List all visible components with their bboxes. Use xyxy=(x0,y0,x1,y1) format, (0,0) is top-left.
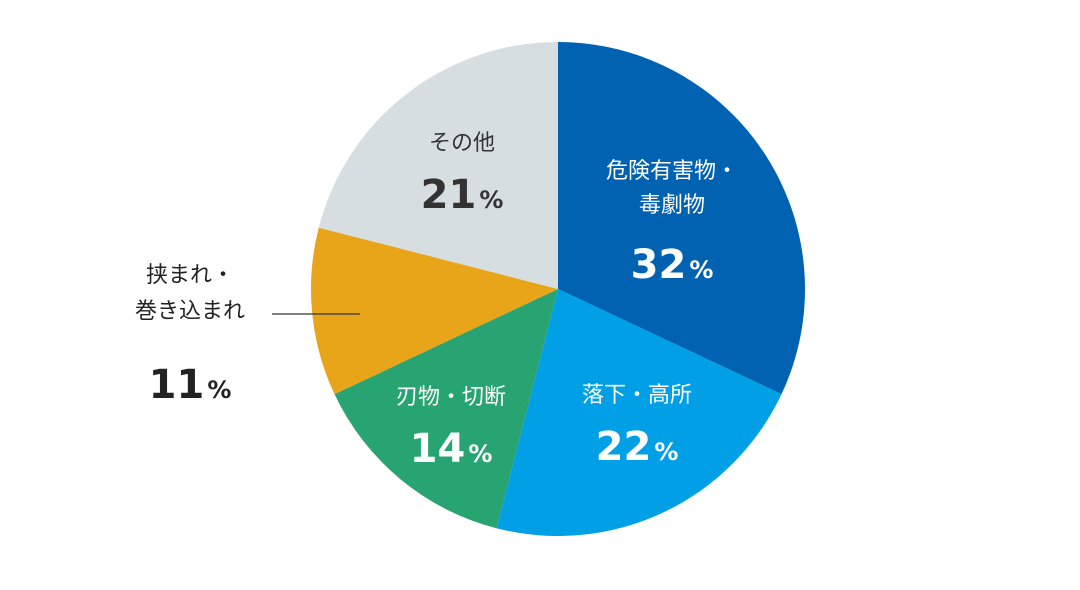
pie-slices xyxy=(311,42,806,537)
slice-value-label: 11% xyxy=(149,362,232,408)
slice-category-label: 巻き込まれ xyxy=(135,299,245,324)
slice-label-fall: 落下・高所 22% xyxy=(582,383,692,470)
pie-slice-hazardous xyxy=(558,42,806,395)
pie-slice-caught xyxy=(311,227,558,395)
pie-slice-fall xyxy=(496,289,782,537)
pie-labels: 危険有害物・毒劇物 32 % 落下・高所 22 % 刃物・切断 14 % 挟まれ・巻き込まれ 11%… xyxy=(135,131,738,472)
slice-category-label: 刃物・切断 xyxy=(396,385,506,410)
slice-value-label: 14% xyxy=(410,426,493,472)
slice-label-caught: 挟まれ・巻き込まれ 11% xyxy=(135,263,245,408)
slice-label-cutting: 刃物・切断 14% xyxy=(396,385,506,472)
slice-category-label: 危険有害物・ xyxy=(606,159,738,184)
slice-category-label: 挟まれ・ xyxy=(146,263,234,288)
slice-category-label: 落下・高所 xyxy=(582,383,692,408)
pie-slice-other xyxy=(318,42,558,289)
slice-value-label: 22% xyxy=(596,424,679,470)
slice-value-label: 32% xyxy=(631,242,714,288)
slice-label-hazardous: 危険有害物・毒劇物 32% xyxy=(606,159,738,288)
slice-label-other: その他 21% xyxy=(421,131,504,218)
slice-category-label: 毒劇物 xyxy=(639,193,705,218)
slice-value-label: 21% xyxy=(421,172,504,218)
slice-category-label: その他 xyxy=(429,131,495,156)
pie-slice-cutting xyxy=(334,289,558,529)
